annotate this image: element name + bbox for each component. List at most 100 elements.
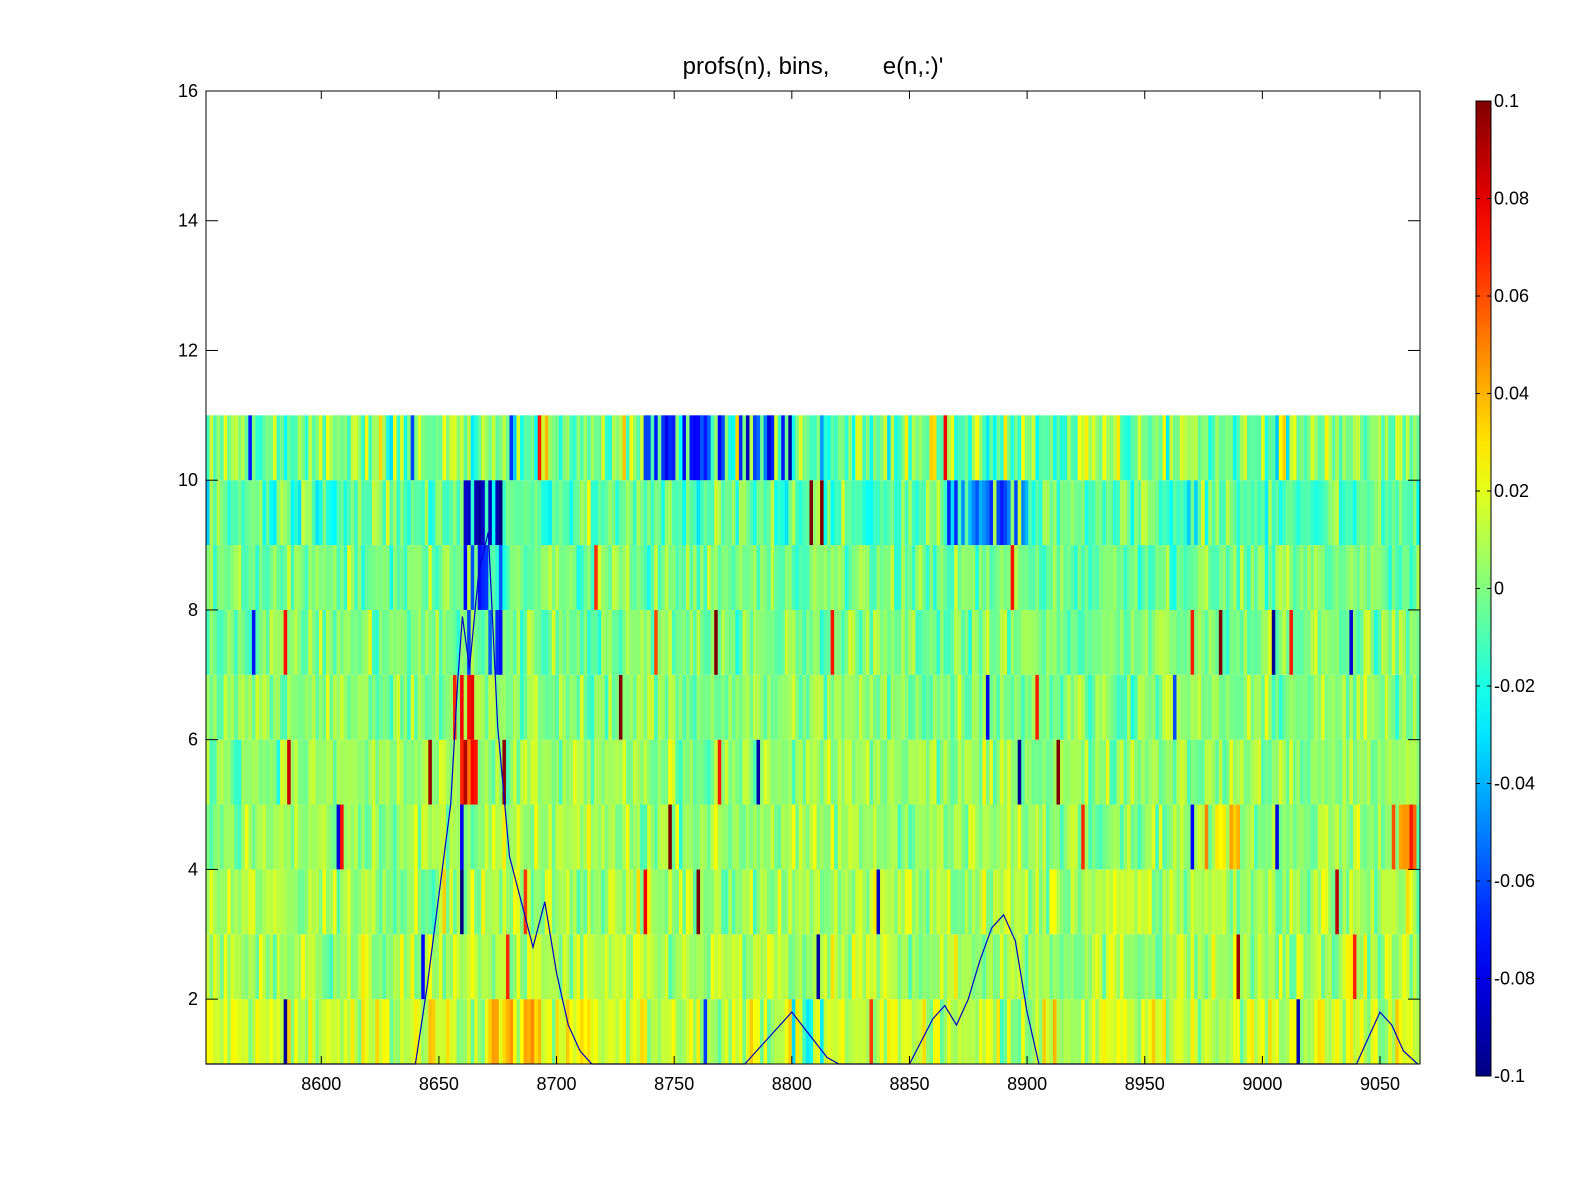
- heatmap-cell: [1148, 804, 1153, 870]
- heatmap-cell: [1007, 999, 1012, 1064]
- heatmap-cell: [1074, 739, 1079, 805]
- heatmap-cell: [865, 674, 870, 740]
- heatmap-cell: [968, 869, 973, 935]
- heatmap-cell: [460, 739, 465, 805]
- heatmap-cell: [1271, 739, 1276, 805]
- heatmap-cell: [749, 480, 754, 546]
- heatmap-cell: [1254, 415, 1259, 481]
- heatmap-cell: [1204, 545, 1209, 610]
- heatmap-cell: [428, 545, 433, 610]
- heatmap-cell: [400, 415, 405, 481]
- heatmap-cell: [1183, 545, 1188, 610]
- heatmap-cell: [1190, 415, 1195, 481]
- heatmap-cell: [1416, 934, 1421, 1000]
- heatmap-cell: [382, 545, 387, 610]
- heatmap-cell: [961, 869, 966, 935]
- heatmap-cell: [227, 739, 232, 805]
- heatmap-cell: [1187, 609, 1192, 675]
- heatmap-cell: [675, 934, 680, 1000]
- heatmap-cell: [1116, 415, 1121, 481]
- heatmap-cell: [865, 934, 870, 1000]
- heatmap-cell: [1229, 739, 1234, 805]
- heatmap-cell: [301, 869, 306, 935]
- heatmap-cell: [385, 545, 390, 610]
- heatmap-cell: [407, 609, 412, 675]
- heatmap-cell: [1049, 545, 1054, 610]
- heatmap-cell: [315, 869, 320, 935]
- heatmap-cell: [265, 804, 270, 870]
- heatmap-cell: [925, 480, 930, 546]
- heatmap-cell: [498, 609, 503, 675]
- heatmap-cell: [798, 415, 803, 481]
- heatmap-cell: [1063, 869, 1068, 935]
- heatmap-cell: [1342, 999, 1347, 1064]
- heatmap-cell: [1144, 545, 1149, 610]
- heatmap-cell: [668, 415, 673, 481]
- heatmap-cell: [1063, 999, 1068, 1064]
- heatmap-cell: [449, 739, 454, 805]
- heatmap-cell: [516, 609, 521, 675]
- heatmap-cell: [1109, 869, 1114, 935]
- heatmap-cell: [544, 674, 549, 740]
- heatmap-cell: [1031, 674, 1036, 740]
- heatmap-cell: [1232, 739, 1237, 805]
- heatmap-cell: [756, 934, 761, 1000]
- heatmap-cell: [802, 609, 807, 675]
- heatmap-cell: [347, 415, 352, 481]
- heatmap-cell: [576, 999, 581, 1064]
- heatmap-cell: [311, 545, 316, 610]
- heatmap-cell: [262, 609, 267, 675]
- heatmap-cell: [555, 804, 560, 870]
- heatmap-cell: [735, 999, 740, 1064]
- heatmap-cell: [1278, 609, 1283, 675]
- heatmap-cell: [777, 415, 782, 481]
- heatmap-cell: [1335, 545, 1340, 610]
- heatmap-cell: [1081, 415, 1086, 481]
- heatmap-cell: [714, 739, 719, 805]
- heatmap-cell: [763, 415, 768, 481]
- heatmap-cell: [410, 545, 415, 610]
- heatmap-cell: [756, 545, 761, 610]
- heatmap-cell: [640, 739, 645, 805]
- heatmap-cell: [371, 869, 376, 935]
- heatmap-cell: [1098, 804, 1103, 870]
- heatmap-cell: [269, 999, 274, 1064]
- heatmap-cell: [802, 480, 807, 546]
- heatmap-cell: [460, 415, 465, 481]
- heatmap-cell: [611, 804, 616, 870]
- heatmap-cell: [290, 480, 295, 546]
- heatmap-cell: [830, 674, 835, 740]
- heatmap-cell: [1352, 415, 1357, 481]
- heatmap-cell: [354, 869, 359, 935]
- heatmap-cell: [707, 804, 712, 870]
- heatmap-cell: [904, 999, 909, 1064]
- heatmap-cell: [474, 545, 479, 610]
- heatmap-cell: [1405, 869, 1410, 935]
- heatmap-cell: [587, 869, 592, 935]
- heatmap-cell: [1000, 999, 1004, 1064]
- heatmap-cell: [745, 480, 750, 546]
- heatmap-cell: [753, 480, 757, 546]
- heatmap-cell: [693, 480, 697, 546]
- heatmap-cell: [1335, 739, 1340, 805]
- heatmap-cell: [710, 869, 715, 935]
- heatmap-cell: [357, 869, 362, 935]
- heatmap-cell: [1052, 934, 1057, 1000]
- heatmap-cell: [421, 480, 426, 546]
- heatmap-cell: [445, 609, 450, 675]
- heatmap-cell: [350, 999, 355, 1064]
- heatmap-cell: [1151, 674, 1156, 740]
- heatmap-cell: [329, 674, 334, 740]
- heatmap-cell: [749, 609, 754, 675]
- heatmap-cell: [290, 869, 295, 935]
- heatmap-cell: [834, 804, 839, 870]
- heatmap-cell: [1363, 609, 1368, 675]
- heatmap-cell: [964, 739, 969, 805]
- heatmap-cell: [834, 609, 839, 675]
- heatmap-cell: [865, 480, 870, 546]
- heatmap-cell: [1116, 609, 1121, 675]
- heatmap-cell: [276, 869, 281, 935]
- heatmap-cell: [1342, 545, 1347, 610]
- heatmap-cell: [297, 674, 302, 740]
- heatmap-cell: [872, 804, 877, 870]
